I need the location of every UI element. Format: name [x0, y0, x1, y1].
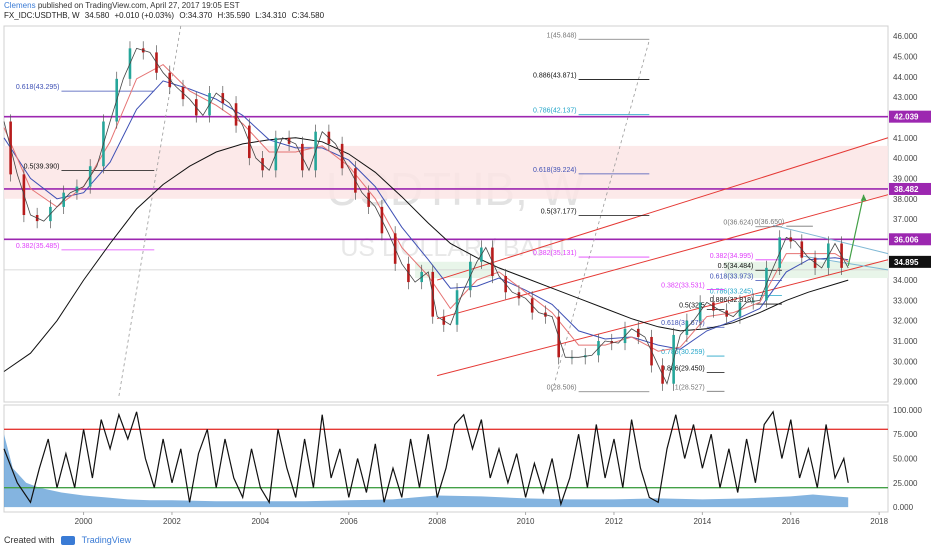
fib-label-2-5: 0.886(32.818): [710, 297, 754, 304]
price-tick-3: 32.000: [893, 317, 918, 326]
fib-label-3-0: 0(36.650): [754, 219, 784, 226]
fib-label-4-0: 0.382(33.531): [661, 283, 705, 290]
candle-body: [570, 357, 574, 359]
fib-label-4-4: 0.886(29.450): [661, 366, 705, 373]
open-value: O:34.370: [179, 11, 213, 20]
price-tag-bg-0: [889, 110, 931, 123]
fib-label-0-6: 0(28.506): [547, 385, 577, 392]
price-tick-17: 46.000: [893, 32, 918, 41]
ema-blue-line: [3, 80, 849, 350]
fib-label-0-2: 0.786(42.137): [533, 108, 577, 115]
fib-label-4-2: 0.618(31.679): [661, 320, 705, 327]
rsi-tick-3: 75.000: [893, 430, 918, 439]
fib-label-2-0: 0(36.624): [723, 220, 753, 227]
price-change: +0.010 (+0.03%): [114, 11, 175, 20]
fib-label-2-4: 0.786(33.245): [710, 288, 754, 295]
price-line: [3, 47, 849, 385]
close-value: C:34.580: [291, 11, 325, 20]
rsi-tick-2: 50.000: [893, 455, 918, 464]
channel-line-1: [437, 194, 889, 320]
price-tick-10: 39.000: [893, 174, 918, 183]
fib-label-4-1: 0.5(32.5: [679, 303, 705, 310]
author-link[interactable]: Clemens: [4, 1, 36, 10]
fib-label-1-0: 0.618(43.295): [16, 84, 60, 91]
projection-arrow: [847, 194, 865, 266]
projection-arrow-head: [860, 194, 867, 201]
price-tag-bg-3: [889, 255, 931, 268]
x-tick-1: 2002: [163, 517, 181, 526]
price-tick-9: 38.000: [893, 195, 918, 204]
channel-line-2: [437, 259, 889, 377]
fib-label-2-3: 0.618(33.973): [710, 274, 754, 281]
created-with-label: Created with: [4, 535, 55, 545]
price-tag-bg-2: [889, 233, 931, 246]
rsi-tick-4: 100.000: [893, 406, 922, 415]
publish-info: published on TradingView.com, April 27, …: [37, 1, 240, 10]
watermark-name: US DOLLAR / BAHT: [340, 234, 569, 262]
price-tag-bg-1: [889, 182, 931, 195]
price-tick-14: 43.000: [893, 93, 918, 102]
ema-red-line: [3, 63, 849, 352]
x-tick-3: 2006: [340, 517, 358, 526]
price-tick-1: 30.000: [893, 357, 918, 366]
fib-label-4-5: 1(28.527): [675, 384, 705, 391]
low-value: L:34.310: [255, 11, 287, 20]
fib-label-2-2: 0.5(34.484): [718, 263, 754, 270]
symbol-info-bar: FX_IDC:USDTHB, W 34.580 +0.010 (+0.03%) …: [4, 11, 327, 20]
rsi-line: [3, 410, 849, 507]
last-price: 34.580: [84, 11, 110, 20]
publish-header: Clemens published on TradingView.com, Ap…: [4, 1, 240, 10]
x-tick-4: 2008: [428, 517, 446, 526]
x-tick-8: 2016: [782, 517, 800, 526]
price-tick-2: 31.000: [893, 337, 918, 346]
price-tick-8: 37.000: [893, 215, 918, 224]
fib-label-1-1: 0.5(39.390): [24, 164, 60, 171]
price-tag-0: 42.039: [894, 113, 919, 122]
x-tick-9: 2018: [870, 517, 888, 526]
price-tick-11: 40.000: [893, 154, 918, 163]
price-tag-1: 38.482: [894, 185, 919, 194]
price-pane-frame: [3, 25, 889, 403]
volume-area: [4, 434, 849, 508]
dashed-wave-line-left: [118, 25, 182, 396]
high-value: H:35.590: [217, 11, 250, 20]
tradingview-logo-icon: [61, 536, 76, 546]
price-tick-16: 45.000: [893, 52, 918, 61]
fib-label-0-4: 0.5(37.177): [541, 208, 577, 215]
x-tick-7: 2014: [693, 517, 711, 526]
fib-label-1-2: 0.382(35.485): [16, 243, 60, 250]
price-tick-4: 33.000: [893, 296, 918, 305]
channel-line-0: [437, 137, 889, 281]
price-tick-5: 34.000: [893, 276, 918, 285]
symbol-label[interactable]: FX_IDC:USDTHB, W: [4, 11, 80, 20]
x-tick-2: 2004: [251, 517, 269, 526]
rsi-tick-0: 0.000: [893, 503, 914, 512]
resistance-zone: [4, 145, 888, 199]
footer: Created with TradingView: [4, 535, 132, 546]
price-tick-12: 41.000: [893, 134, 918, 143]
x-tick-0: 2000: [75, 517, 93, 526]
fib-label-0-0: 1(45.848): [547, 32, 577, 39]
fib-label-0-5: 0.382(35.131): [533, 250, 577, 257]
x-tick-6: 2012: [605, 517, 623, 526]
fib-label-4-3: 0.786(30.259): [661, 349, 705, 356]
tradingview-link[interactable]: TradingView: [81, 535, 132, 545]
triangle-line-0: [772, 224, 889, 255]
price-tick-15: 44.000: [893, 73, 918, 82]
fib-label-0-1: 0.886(43.871): [533, 72, 577, 79]
price-tick-0: 29.000: [893, 378, 918, 387]
rsi-tick-1: 25.000: [893, 479, 918, 488]
fib-label-2-1: 0.382(34.995): [710, 253, 754, 260]
price-tag-3: 34.895: [894, 258, 919, 267]
x-tick-5: 2010: [517, 517, 535, 526]
fib-label-0-3: 0.618(39.224): [533, 167, 577, 174]
price-tag-2: 36.006: [894, 235, 919, 244]
